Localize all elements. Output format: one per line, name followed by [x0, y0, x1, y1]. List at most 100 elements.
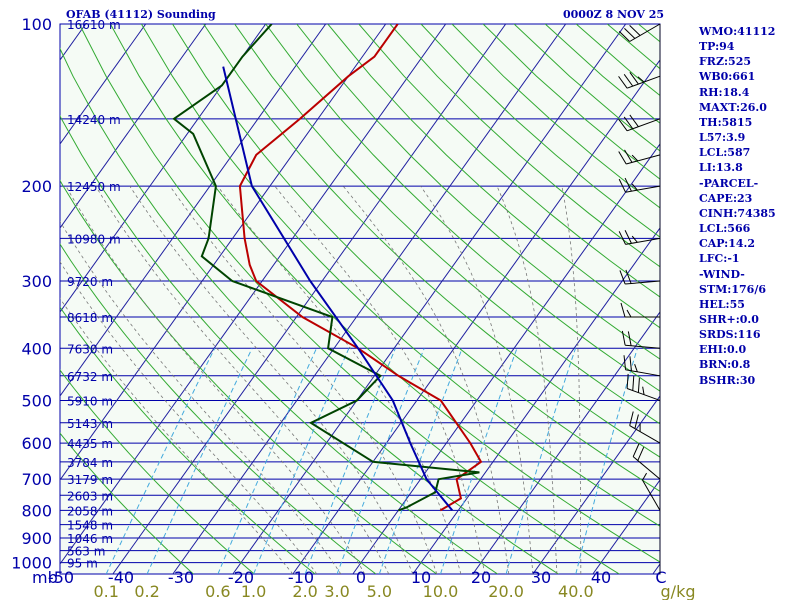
mixing-ratio-line — [336, 348, 425, 574]
mixing-unit-label: g/kg — [661, 582, 696, 600]
height-label: 1046 m — [67, 532, 113, 546]
isotherm-line — [60, 24, 207, 229]
isotherm-line — [60, 24, 447, 565]
station-title: OFAB (41112) Sounding — [66, 8, 216, 21]
temperature-tick-label: -20 — [228, 568, 254, 587]
stat-item: LCL:587 — [699, 146, 751, 160]
temperature-tick-label: 30 — [531, 568, 551, 587]
mixing-ratio-label: 3.0 — [324, 582, 349, 600]
moist-adiabat — [60, 261, 318, 574]
stat-item: WMO:41112 — [699, 25, 776, 38]
height-label: 5910 m — [67, 394, 113, 408]
height-label: 6732 m — [67, 370, 113, 384]
height-label: 14240 m — [67, 113, 121, 127]
temperature-tick-label: 20 — [471, 568, 491, 587]
mixing-ratio-line — [378, 348, 463, 574]
dry-adiabat — [60, 179, 437, 574]
mixing-ratio-line — [146, 348, 253, 574]
moist-adiabat — [420, 185, 534, 574]
wind-barb — [618, 114, 661, 132]
mixing-ratio-label: 0.6 — [205, 582, 230, 600]
temperature-tick-label: 40 — [591, 568, 611, 587]
dry-adiabat — [265, 24, 660, 392]
height-label: 1548 m — [67, 519, 113, 533]
pressure-tick-label: 400 — [21, 339, 52, 358]
temperature-tick-label: -30 — [168, 568, 194, 587]
dry-adiabat — [60, 432, 194, 574]
dewpoint-line — [172, 24, 480, 512]
pressure-unit-label: mb — [32, 568, 58, 587]
pressure-tick-label: 500 — [21, 391, 52, 410]
pressure-tick-label: 700 — [21, 470, 52, 489]
temperature-tick-label: -50 — [48, 568, 74, 587]
stat-item: CINH:74385 — [699, 206, 776, 220]
stat-item: LFC:-1 — [699, 252, 740, 266]
height-label: 5143 m — [67, 417, 113, 431]
pressure-tick-label: 900 — [21, 529, 52, 548]
moist-adiabat — [496, 185, 558, 574]
pressure-tick-label: 1000 — [11, 554, 52, 573]
sounding-time: 0000Z 8 NOV 25 — [563, 8, 665, 21]
height-label: 7630 m — [67, 342, 113, 356]
mixing-ratio-line — [575, 348, 638, 574]
height-label: 3179 m — [67, 473, 113, 487]
mixing-ratio-line — [253, 348, 350, 574]
moist-adiabat — [60, 297, 294, 574]
stat-item: BRN:0.8 — [699, 358, 751, 372]
stat-item: SRDS:116 — [699, 328, 761, 342]
moist-adiabat — [65, 185, 366, 574]
pressure-tick-label: 200 — [21, 177, 52, 196]
dry-adiabat — [358, 24, 660, 298]
wind-barb — [619, 269, 661, 285]
height-label: 3784 m — [67, 456, 113, 470]
stat-item: -WIND- — [699, 267, 745, 281]
temperature-tick-label: -10 — [288, 568, 314, 587]
mixing-ratio-label: 20.0 — [488, 582, 524, 600]
moist-adiabat — [561, 186, 582, 574]
isotherm-line — [472, 311, 660, 574]
stats-panel: WMO:41112 TP:94 FRZ:525 WB0:661 RH:18.4 MAXT:… — [699, 24, 799, 388]
stat-item: L57:3.9 — [699, 131, 746, 145]
stat-item: -PARCEL- — [699, 176, 759, 190]
height-label: 4435 m — [67, 437, 113, 451]
dry-adiabat — [172, 24, 660, 492]
mixing-ratio-line — [105, 348, 216, 574]
wind-barb — [642, 472, 661, 511]
temperature-tick-label: -40 — [108, 568, 134, 587]
height-label: 9720 m — [67, 275, 113, 289]
isotherm-line — [232, 24, 627, 574]
wind-barb — [618, 23, 661, 42]
mixing-ratio-label: 2.0 — [292, 582, 317, 600]
isotherm-line — [0, 24, 26, 574]
mixing-ratio-label: 0.1 — [93, 582, 118, 600]
moist-adiabat — [169, 185, 438, 574]
stat-item: EHI:0.0 — [699, 343, 747, 357]
temperature-tick-label: 0 — [356, 568, 366, 587]
dry-adiabat — [140, 24, 660, 527]
wind-barb — [632, 443, 661, 480]
isotherm-line — [172, 24, 567, 574]
mixing-ratio-line — [440, 348, 518, 574]
dry-adiabat — [60, 243, 377, 574]
stat-item: TP:94 — [699, 40, 735, 54]
wind-barb — [618, 149, 661, 165]
isotherm-line — [60, 24, 267, 313]
isotherm-line — [60, 24, 147, 145]
dry-adiabat — [60, 114, 498, 574]
pressure-tick-label: 100 — [21, 15, 52, 34]
stat-item: RH:18.4 — [699, 85, 750, 99]
isotherm-line — [60, 24, 327, 397]
mixing-ratio-line — [505, 348, 576, 574]
mixing-ratio-label: 40.0 — [558, 582, 594, 600]
wind-barb — [618, 230, 661, 245]
isotherm-line — [60, 24, 387, 481]
stat-item: HEL:55 — [699, 297, 745, 311]
wind-barb — [618, 177, 661, 193]
wind-barb — [620, 302, 660, 318]
height-label: 16610 m — [67, 18, 121, 32]
dry-adiabat — [327, 24, 660, 329]
stat-item: TH:5815 — [699, 115, 753, 129]
dry-adiabat — [296, 24, 660, 360]
isotherm-line — [532, 395, 660, 574]
